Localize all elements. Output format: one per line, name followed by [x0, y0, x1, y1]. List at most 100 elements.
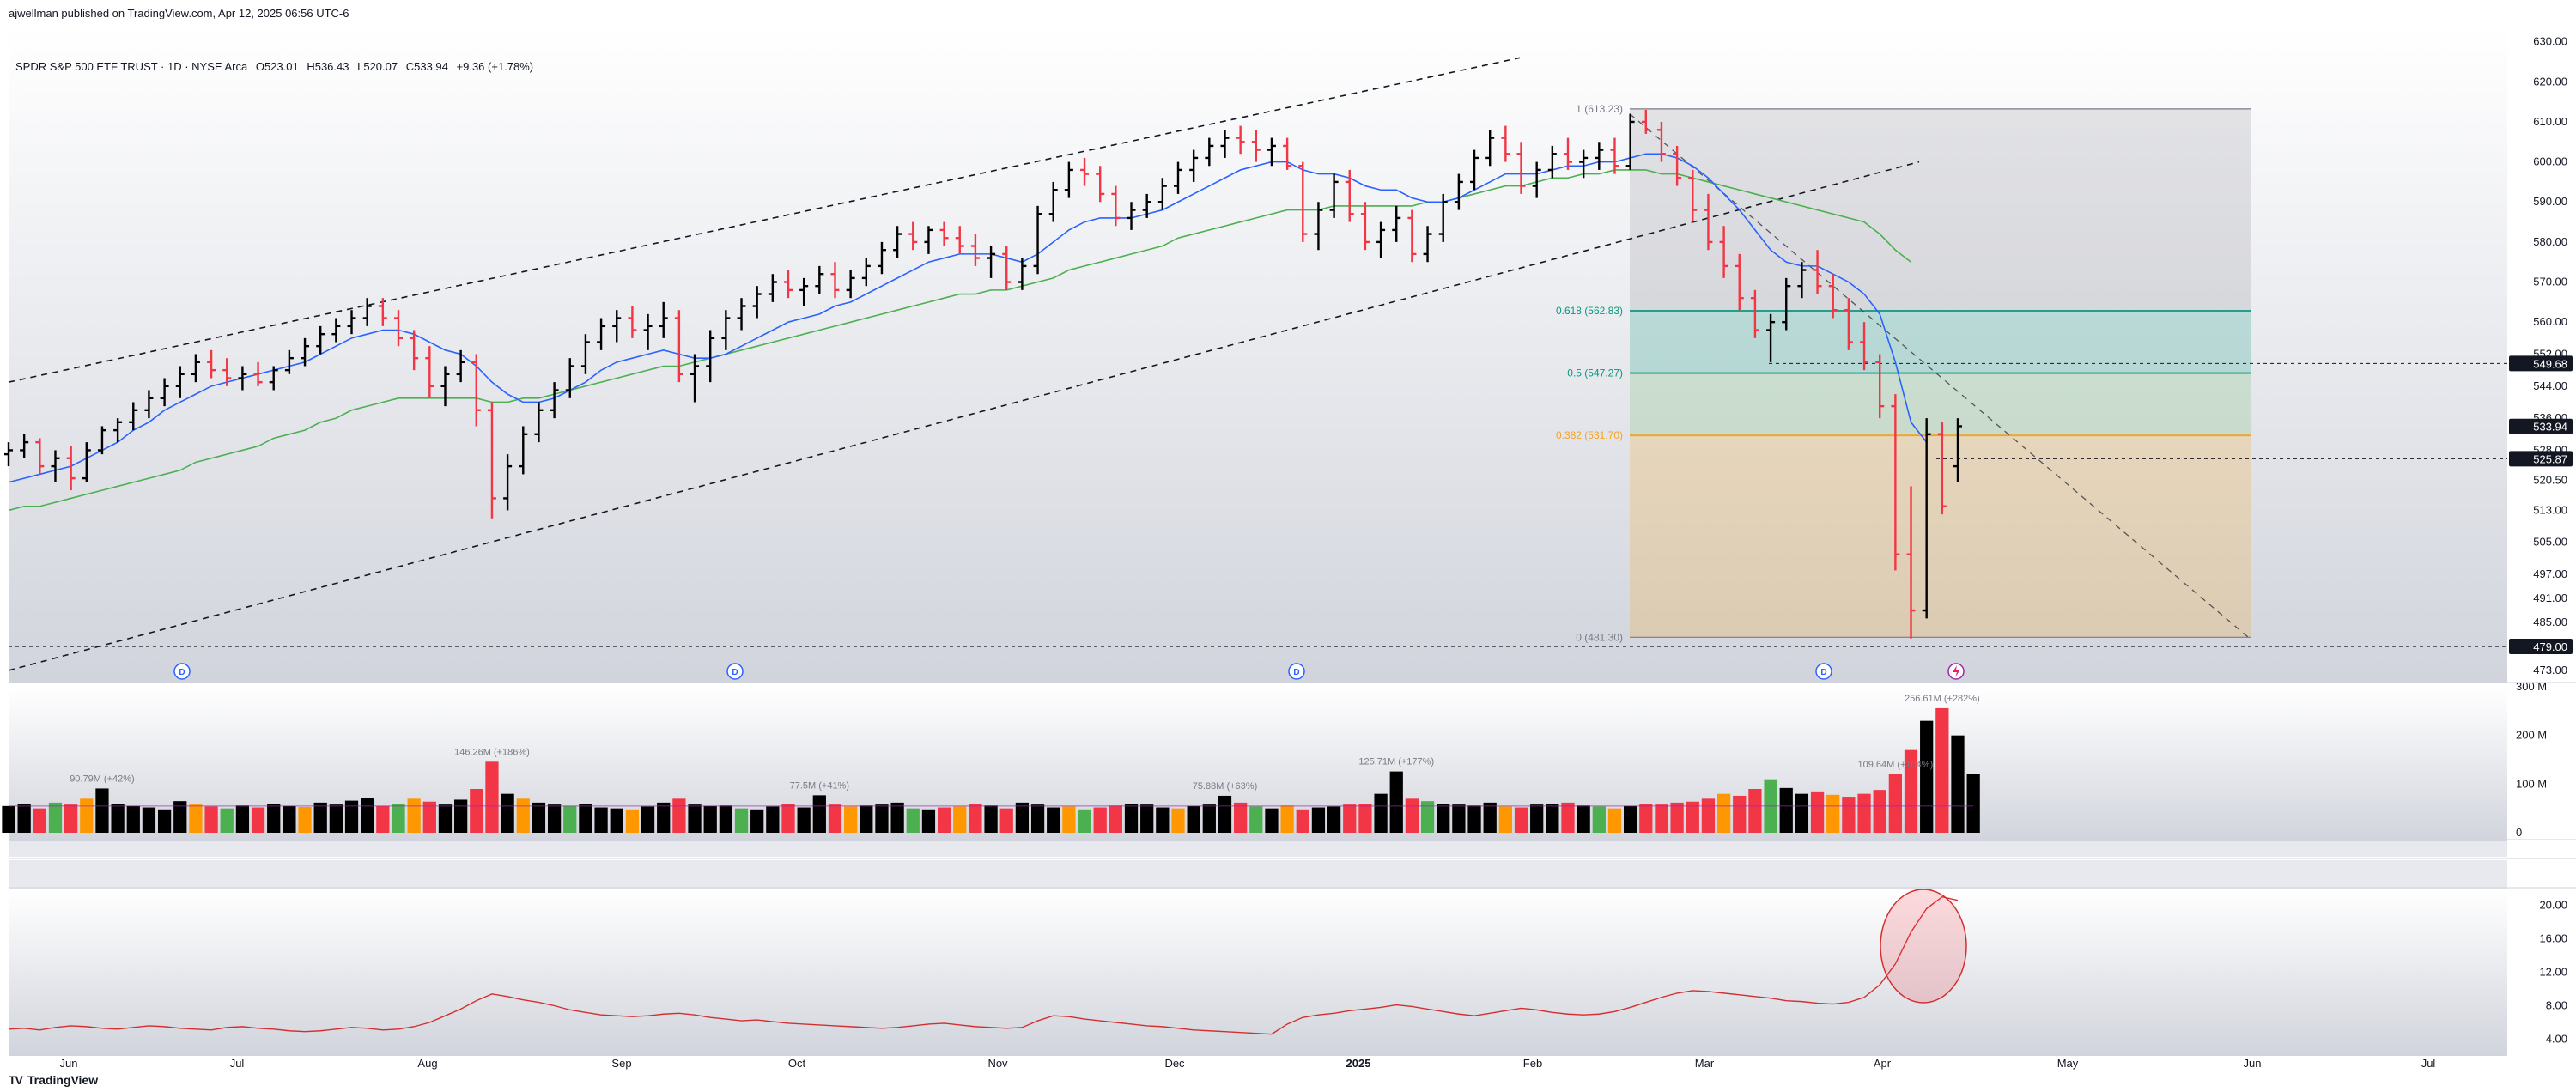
volume-bar [1311, 807, 1326, 833]
time-tick-label: Dec [1164, 1057, 1185, 1070]
price-tick-label: 497.00 [2533, 567, 2567, 580]
volume-bar [1795, 793, 1809, 833]
ohlc-bar [1111, 185, 1121, 227]
price-tick-label: 520.50 [2533, 473, 2567, 486]
symbol-legend: SPDR S&P 500 ETF TRUST · 1D · NYSE Arca … [15, 60, 538, 73]
symbol-name: SPDR S&P 500 ETF TRUST · 1D · NYSE Arca [15, 60, 248, 73]
volume-bar [142, 807, 156, 833]
volume-bar [516, 798, 530, 833]
ohlc-bar [1189, 149, 1199, 182]
volume-bar [1483, 802, 1497, 833]
volume-annotation: 256.61M (+282%) [1905, 694, 1980, 704]
volume-bar [470, 789, 483, 833]
volume-bar [485, 761, 499, 833]
volume-bar [1218, 795, 1232, 833]
ohlc-bar [1157, 178, 1167, 210]
volume-bar [1187, 805, 1200, 833]
volume-bar [1062, 806, 1076, 833]
volume-bar [1078, 809, 1091, 833]
volume-bar [1420, 801, 1435, 833]
ohlc-bar [284, 349, 294, 374]
ohlc-bar [1360, 202, 1370, 251]
ohlc-bar [815, 265, 824, 294]
ohlc-bar [659, 301, 668, 338]
ohlc-bar [1002, 246, 1012, 290]
volume-bar [1655, 804, 1668, 833]
price-tick-label: 513.00 [2533, 503, 2567, 516]
ohlc-bar [519, 426, 528, 475]
volume-bar [1093, 807, 1107, 833]
volume-bar [48, 802, 63, 833]
price-label-text: 549.68 [2533, 357, 2567, 370]
volume-bar [812, 795, 826, 833]
ohlc-bar [1205, 137, 1214, 167]
ohlc-bar [129, 402, 138, 431]
volume-bar [844, 806, 858, 833]
ohlc-bar [908, 221, 918, 251]
tradingview-logo[interactable]: TV TradingView [9, 1073, 98, 1087]
ohlc-bar [222, 358, 232, 386]
volume-bar [657, 802, 671, 833]
ohlc-bar [1283, 137, 1292, 170]
volume-bar [719, 805, 732, 833]
volume-bar [1748, 789, 1762, 833]
volume-bar [1265, 808, 1279, 833]
volume-bar [422, 801, 436, 833]
ohlc-bar [503, 454, 513, 511]
volume-bar [173, 801, 187, 833]
lightning-icon [1953, 665, 1960, 677]
top-strip [9, 19, 2576, 26]
ohlc-bar [1719, 226, 1728, 278]
ohlc-bar [893, 226, 902, 258]
dividend-marker-label: D [732, 668, 738, 677]
ohlc-bar [706, 330, 715, 383]
volume-bar [1234, 802, 1248, 833]
fib-label: 0.618 (562.83) [1556, 305, 1623, 317]
empty-pane-bg [9, 841, 2507, 857]
volume-bar [2, 805, 15, 833]
volume-bar [1873, 790, 1886, 833]
volume-bar [1405, 798, 1419, 833]
ohlc-bar [144, 390, 154, 419]
ohlc-bar [1797, 262, 1807, 299]
channel-lower-line [8, 161, 1920, 671]
volume-bar [1343, 804, 1357, 833]
price-tick-label: 590.00 [2533, 195, 2567, 208]
ohlc-bar [1922, 418, 1931, 619]
ohlc-bar [487, 402, 496, 519]
ohlc-bar [331, 318, 341, 343]
volume-bar [1701, 798, 1716, 833]
ohlc-bar [1860, 322, 1869, 371]
volume-bar [1857, 793, 1871, 833]
ohlc-bar [471, 354, 481, 427]
ohlc-bar [690, 354, 700, 403]
ohlc-bar [534, 402, 544, 443]
volume-bar [1374, 793, 1388, 833]
ohlc-bar [1501, 125, 1510, 162]
empty-pane-bg [9, 860, 2507, 889]
atr-tick-label: 4.00 [2546, 1033, 2567, 1046]
ohlc-change: +9.36 (+1.78%) [456, 60, 534, 73]
volume-bar [33, 808, 46, 833]
volume-bar [157, 809, 172, 833]
ohlc-bar [1610, 137, 1619, 174]
ohlc-bar [830, 262, 840, 299]
channel-upper-line [8, 57, 1521, 383]
volume-bar [1327, 806, 1341, 833]
ohlc-bar [955, 226, 964, 254]
ohlc-bar [861, 258, 871, 287]
ohlc-bar [1142, 193, 1151, 218]
volume-bar [766, 806, 780, 833]
ohlc-bar [160, 378, 169, 407]
ohlc-bar [1376, 221, 1386, 258]
time-tick-label: 2025 [1346, 1057, 1371, 1070]
volume-bar [1124, 804, 1139, 833]
volume-bar [579, 804, 592, 833]
volume-bar [1810, 791, 1825, 833]
tradingview-mark-icon: TV [9, 1073, 23, 1087]
time-tick-label: Jul [2421, 1057, 2436, 1070]
ohlc-high: H536.43 [307, 60, 349, 73]
time-tick-label: Oct [788, 1057, 806, 1070]
